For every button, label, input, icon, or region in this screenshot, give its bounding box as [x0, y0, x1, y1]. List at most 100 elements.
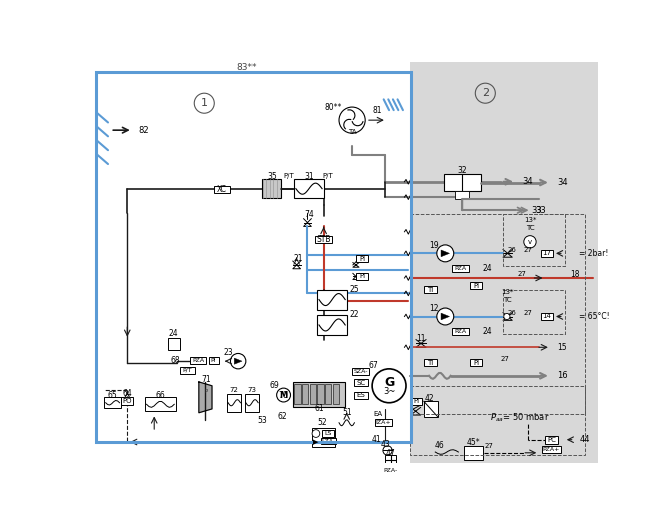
Text: 68: 68	[171, 356, 180, 365]
Bar	[456, 191, 469, 199]
Bar	[214, 186, 230, 193]
Bar	[333, 384, 339, 404]
Text: 31: 31	[304, 172, 314, 181]
Bar	[294, 384, 300, 404]
Bar	[312, 428, 335, 447]
Bar	[318, 315, 347, 335]
Text: 13*: 13*	[523, 217, 536, 223]
Circle shape	[230, 354, 246, 369]
Text: 69: 69	[270, 381, 279, 391]
Text: XC: XC	[217, 185, 227, 194]
Text: 11: 11	[417, 333, 426, 343]
Text: 61: 61	[314, 405, 324, 413]
Circle shape	[383, 446, 392, 455]
Text: PI: PI	[359, 274, 365, 279]
Text: 23: 23	[223, 348, 233, 357]
Bar	[410, 398, 422, 405]
Bar	[424, 401, 438, 417]
Bar	[168, 338, 180, 350]
Text: 45*: 45*	[467, 438, 481, 447]
Text: 47: 47	[386, 449, 396, 458]
Bar	[541, 250, 553, 257]
Text: 53: 53	[257, 416, 267, 425]
Bar	[302, 384, 308, 404]
Bar	[444, 174, 481, 191]
Text: 41: 41	[371, 435, 381, 444]
Circle shape	[339, 107, 365, 133]
Text: P/T: P/T	[323, 173, 334, 179]
Text: 27: 27	[518, 271, 527, 277]
Text: 12: 12	[429, 304, 438, 313]
Bar	[352, 369, 369, 375]
Text: IZA+: IZA+	[376, 420, 392, 425]
Text: TI: TI	[428, 287, 434, 293]
Polygon shape	[441, 313, 450, 320]
Bar	[190, 357, 206, 364]
Text: STB: STB	[316, 235, 331, 244]
Bar	[382, 467, 400, 474]
Text: 33: 33	[531, 206, 542, 215]
Bar	[180, 367, 195, 374]
Text: 65: 65	[108, 391, 117, 399]
Text: PI: PI	[413, 398, 419, 404]
Text: G: G	[384, 376, 394, 389]
Text: 16: 16	[557, 371, 567, 380]
Text: 71: 71	[201, 375, 210, 384]
Circle shape	[524, 236, 536, 248]
Bar	[503, 214, 565, 266]
Text: 74: 74	[304, 211, 314, 219]
Text: 17: 17	[542, 250, 551, 256]
Text: SC: SC	[356, 380, 365, 386]
Bar	[410, 386, 585, 455]
Text: 24: 24	[483, 264, 492, 274]
Bar	[227, 394, 241, 412]
Bar	[541, 313, 553, 320]
Text: PI: PI	[359, 256, 365, 262]
Text: PZA: PZA	[455, 266, 467, 271]
Text: M: M	[280, 391, 288, 399]
Text: 43: 43	[380, 440, 390, 449]
Bar	[452, 329, 469, 335]
Text: 81: 81	[372, 106, 382, 114]
Bar	[294, 179, 324, 198]
Text: 3~: 3~	[383, 387, 395, 396]
Text: ▶: ▶	[313, 439, 318, 445]
Text: ES: ES	[356, 392, 365, 398]
Circle shape	[437, 245, 454, 262]
Text: 18: 18	[570, 270, 579, 279]
Text: 67: 67	[368, 360, 378, 370]
Polygon shape	[199, 382, 212, 413]
Text: 2: 2	[482, 88, 489, 98]
Bar	[503, 290, 565, 334]
Text: 73: 73	[248, 387, 256, 394]
Text: 13*: 13*	[501, 289, 514, 295]
Text: 27: 27	[523, 246, 532, 253]
Text: 66: 66	[155, 391, 165, 399]
Text: PI: PI	[210, 358, 216, 363]
Bar	[356, 273, 368, 280]
Circle shape	[312, 430, 320, 437]
Text: PC: PC	[547, 437, 556, 443]
Bar	[410, 62, 598, 463]
Circle shape	[503, 314, 510, 320]
Bar	[470, 359, 482, 366]
Text: 33: 33	[535, 206, 546, 215]
Text: 46: 46	[434, 441, 444, 450]
Text: 52: 52	[317, 418, 327, 427]
Circle shape	[437, 308, 454, 325]
Text: 82: 82	[139, 126, 149, 135]
Text: LS: LS	[324, 431, 332, 436]
Bar	[375, 419, 392, 426]
Text: 64: 64	[123, 389, 132, 398]
Text: 83**: 83**	[236, 63, 257, 72]
Text: 19: 19	[429, 241, 438, 250]
Text: 51: 51	[342, 408, 352, 417]
Bar	[318, 290, 347, 309]
Text: 34: 34	[557, 178, 567, 187]
Bar	[320, 438, 336, 444]
Bar	[464, 446, 483, 460]
Text: P/T: P/T	[182, 368, 192, 373]
Bar	[293, 382, 345, 407]
Text: P/T: P/T	[284, 173, 294, 179]
Text: PI: PI	[473, 360, 479, 366]
